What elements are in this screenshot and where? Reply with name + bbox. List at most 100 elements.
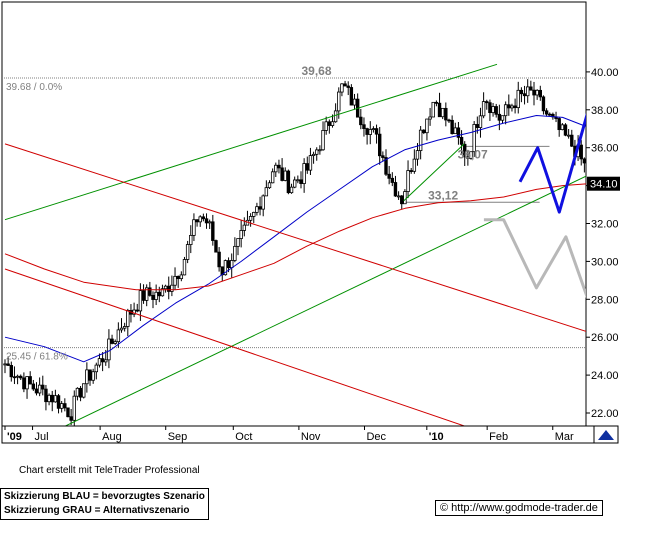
candle-body: [453, 127, 457, 135]
candle-body: [258, 206, 262, 210]
candle-body: [403, 191, 407, 205]
candle-body: [148, 287, 152, 296]
candle-body: [302, 163, 306, 184]
y-tick-label: 30.00: [591, 256, 619, 268]
candle-body: [47, 394, 51, 403]
candle-body: [428, 116, 432, 120]
candle-body: [173, 275, 177, 286]
candle-body: [557, 118, 561, 131]
candle-body: [277, 164, 281, 169]
plot-frame: [1, 1, 587, 427]
candle-body: [352, 98, 357, 106]
candle-body: [154, 291, 158, 300]
website-link[interactable]: © http://www.godmode-trader.de: [435, 500, 603, 516]
candle-body: [113, 341, 117, 344]
candle-body: [59, 403, 64, 409]
candle-body: [516, 89, 520, 109]
candle-body: [182, 259, 187, 276]
candle-body: [211, 221, 215, 241]
x-tick-label: Sep: [168, 431, 188, 443]
candle-body: [126, 310, 130, 327]
candle-body: [481, 101, 486, 117]
candle-body: [431, 101, 435, 118]
candle-body: [503, 104, 508, 117]
candle-body: [409, 170, 413, 172]
candle-body: [494, 106, 498, 115]
candle-body: [412, 158, 417, 172]
candle-body: [589, 171, 592, 174]
axis-area: 22.0024.0026.0028.0030.0032.0034.0036.00…: [1, 67, 620, 444]
candle-body: [570, 134, 574, 147]
candle-body: [447, 119, 451, 122]
candle-body: [563, 124, 568, 136]
candle-body: [248, 216, 253, 221]
scenario-legend: Skizzierung BLAU = bevorzugtes Szenario …: [0, 488, 209, 520]
candle-body: [532, 89, 536, 96]
level-label: 39,68: [302, 64, 332, 78]
candle-body: [157, 291, 161, 297]
candle-body: [201, 216, 206, 220]
candle-body: [135, 309, 139, 312]
y-tick-label: 38.00: [591, 105, 619, 117]
last-price-box: [587, 176, 620, 191]
candle-body: [488, 102, 492, 114]
candle-body: [472, 124, 476, 153]
candle-body: [566, 134, 571, 137]
website-url[interactable]: http://www.godmode-trader.de: [451, 502, 598, 514]
candle-body: [318, 149, 322, 152]
candle-body: [255, 206, 259, 213]
candle-body: [541, 96, 546, 112]
candle-body: [94, 364, 99, 373]
candle-body: [311, 153, 316, 157]
series-resistance: [4, 268, 466, 426]
candle-body: [195, 219, 199, 223]
candle-body: [381, 155, 385, 158]
candle-body: [100, 358, 105, 363]
credit-text: Chart erstellt mit TeleTrader Profession…: [19, 465, 200, 476]
candle-body: [6, 363, 10, 366]
candle-body: [560, 124, 565, 131]
candle-body: [450, 119, 454, 135]
candle-body: [289, 186, 294, 194]
candle-body: [151, 294, 155, 300]
candle-body: [198, 216, 202, 223]
level-label: 36,07: [458, 147, 488, 161]
candle-body: [384, 157, 388, 175]
candle-body: [440, 107, 445, 118]
candle-body: [53, 395, 58, 403]
series-channel: [403, 143, 465, 202]
candle-body: [526, 86, 530, 97]
candle-body: [368, 129, 372, 135]
candle-body: [359, 116, 363, 126]
x-tick-label: Aug: [102, 431, 122, 443]
candle-body: [434, 101, 439, 104]
candle-body: [204, 218, 209, 224]
candle-body: [217, 251, 221, 268]
candle-body: [189, 234, 193, 245]
candle-body: [582, 158, 586, 164]
candle-body: [418, 129, 423, 151]
candle-body: [192, 219, 196, 236]
plot-area: 39,68 36,07 33,12 39.68 / 0.0% 25.45 / 61.8%: [1, 1, 592, 427]
candle-body: [69, 416, 73, 421]
series-moving-average: [4, 115, 586, 363]
y-tick-label: 24.00: [591, 370, 619, 382]
candle-body: [72, 395, 76, 421]
candle-body: [22, 377, 26, 390]
candle-body: [400, 195, 404, 205]
fib-label: 25.45 / 61.8%: [6, 352, 68, 363]
candle-body: [132, 309, 136, 315]
x-tick-label: Mar: [555, 431, 574, 443]
x-tick-label: Jul: [35, 431, 49, 443]
candle-body: [119, 327, 124, 331]
series-scenario: [483, 218, 586, 299]
candle-body: [31, 383, 36, 390]
candle-body: [315, 149, 319, 155]
candle-body: [280, 167, 284, 181]
y-tick-label: 40.00: [591, 67, 619, 79]
candle-body: [393, 182, 398, 197]
candle-body: [207, 221, 212, 224]
candle-body: [500, 115, 505, 121]
candle-body: [585, 162, 586, 175]
candle-body: [37, 384, 42, 394]
